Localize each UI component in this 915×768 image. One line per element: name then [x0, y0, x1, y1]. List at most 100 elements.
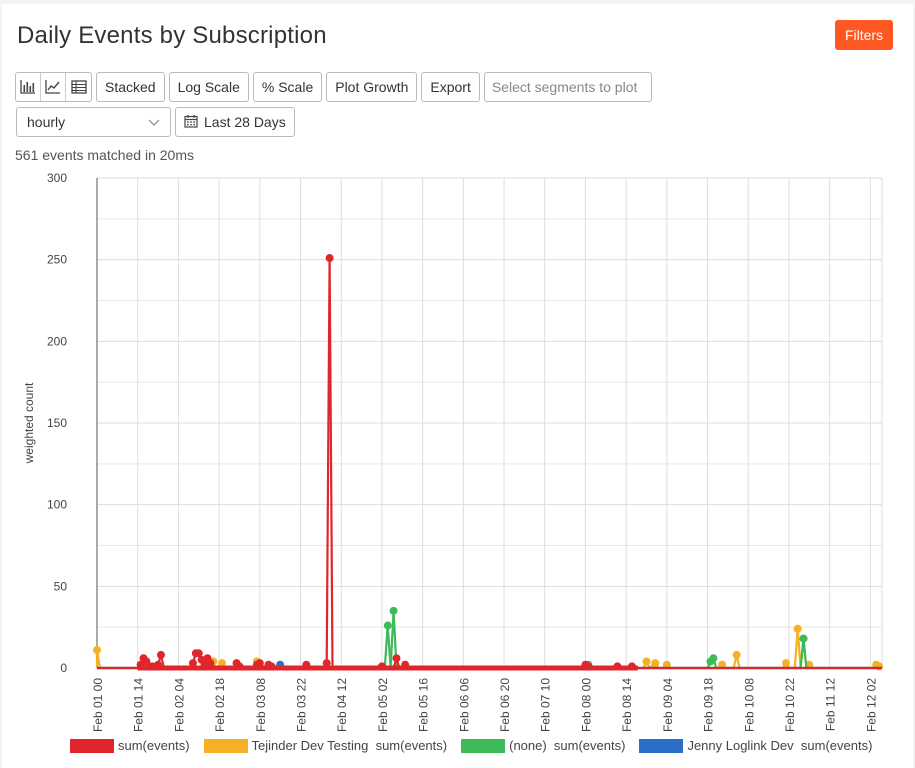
legend-label: (none) sum(events) — [509, 738, 626, 753]
bar-chart-icon[interactable] — [16, 73, 41, 101]
chevron-down-icon — [148, 114, 160, 130]
x-tick-label: Feb 09 18 — [702, 678, 716, 732]
data-point[interactable] — [875, 662, 884, 671]
filters-button[interactable]: Filters — [835, 20, 893, 50]
chart-grid — [96, 177, 883, 669]
data-point[interactable] — [218, 659, 227, 668]
x-tick: Feb 07 10 — [539, 678, 553, 732]
legend-label: Tejinder Dev Testing sum(events) — [251, 738, 448, 753]
table-icon[interactable] — [66, 73, 91, 101]
page-title: Daily Events by Subscription — [17, 22, 327, 49]
segments-input[interactable]: Select segments to plot — [483, 72, 652, 102]
data-point[interactable] — [392, 654, 401, 663]
y-tick-label: 0 — [60, 661, 67, 675]
legend-swatch — [203, 738, 248, 753]
percent-scale-button[interactable]: % Scale — [252, 72, 323, 102]
data-point[interactable] — [194, 649, 203, 658]
chart-series — [93, 254, 884, 671]
data-point[interactable] — [799, 634, 808, 643]
data-point[interactable] — [709, 654, 718, 663]
x-tick-label: Feb 01 14 — [132, 678, 146, 732]
x-tick: Feb 09 04 — [661, 678, 675, 732]
legend-item[interactable]: sum(events) — [70, 738, 190, 753]
data-point[interactable] — [156, 650, 165, 659]
y-tick-label: 250 — [47, 253, 67, 267]
y-axis-label: weighted count — [22, 382, 36, 464]
stacked-button[interactable]: Stacked — [96, 72, 165, 102]
x-tick-label: Feb 03 22 — [295, 678, 309, 732]
legend-item[interactable]: Jenny Loglink Dev sum(events) — [639, 738, 872, 753]
data-point[interactable] — [93, 646, 101, 655]
x-tick: Feb 10 22 — [783, 678, 797, 732]
x-tick-label: Feb 04 12 — [335, 678, 349, 732]
x-tick-label: Feb 05 02 — [376, 678, 390, 732]
x-tick: Feb 01 00 — [91, 678, 105, 732]
x-axis: Feb 01 00 Feb 01 14 Feb 02 04 Feb 02 18 Feb … — [91, 678, 878, 732]
x-tick-label: Feb 10 08 — [742, 678, 756, 732]
legend-swatch — [70, 738, 114, 753]
data-point[interactable] — [732, 650, 741, 659]
x-tick-label: Feb 06 06 — [457, 678, 471, 732]
plot-growth-button[interactable]: Plot Growth — [326, 72, 418, 102]
data-point[interactable] — [662, 660, 671, 669]
x-tick-label: Feb 08 14 — [620, 678, 634, 732]
x-tick-label: Feb 05 16 — [417, 678, 431, 732]
calendar-icon — [184, 114, 198, 131]
legend-item[interactable]: (none) sum(events) — [461, 738, 625, 753]
data-point[interactable] — [255, 659, 264, 668]
x-tick-label: Feb 08 00 — [579, 678, 593, 732]
x-tick-label: Feb 09 04 — [661, 678, 675, 732]
series-sum-events- — [97, 254, 882, 671]
granularity-select[interactable]: hourly — [16, 107, 171, 137]
data-point[interactable] — [782, 659, 791, 668]
export-button[interactable]: Export — [421, 72, 480, 102]
granularity-value: hourly — [27, 114, 66, 130]
data-point[interactable] — [642, 657, 651, 666]
x-tick: Feb 06 06 — [457, 678, 471, 732]
x-tick-label: Feb 03 08 — [254, 678, 268, 732]
x-tick: Feb 11 12 — [824, 678, 838, 731]
data-point[interactable] — [322, 659, 331, 668]
date-range-value: Last 28 Days — [204, 114, 286, 130]
x-tick: Feb 09 18 — [702, 678, 716, 732]
x-tick-label: Feb 10 22 — [783, 678, 797, 732]
legend-swatch — [461, 738, 506, 753]
legend-item[interactable]: Tejinder Dev Testing sum(events) — [203, 738, 448, 753]
x-tick: Feb 05 16 — [417, 678, 431, 732]
x-tick: Feb 01 14 — [132, 678, 146, 732]
data-point[interactable] — [389, 606, 398, 615]
legend-label: Jenny Loglink Dev sum(events) — [687, 738, 873, 753]
data-point[interactable] — [325, 254, 334, 263]
x-tick: Feb 04 12 — [335, 678, 349, 732]
x-tick: Feb 03 08 — [254, 678, 268, 732]
x-tick: Feb 08 14 — [620, 678, 634, 732]
data-point[interactable] — [718, 660, 727, 669]
x-tick-label: Feb 02 18 — [213, 678, 227, 732]
x-tick: Feb 02 04 — [172, 678, 186, 732]
x-tick: Feb 08 00 — [579, 678, 593, 732]
y-tick-label: 150 — [47, 416, 67, 430]
x-tick: Feb 05 02 — [376, 678, 390, 732]
x-tick: Feb 02 18 — [213, 678, 227, 732]
series-line — [97, 257, 882, 670]
log-scale-button[interactable]: Log Scale — [168, 72, 249, 102]
date-range-picker[interactable]: Last 28 Days — [175, 107, 295, 137]
report-card: Daily Events by Subscription Filters — [2, 4, 913, 768]
y-tick-label: 300 — [47, 171, 67, 185]
y-tick-label: 50 — [54, 579, 68, 593]
data-point[interactable] — [383, 621, 392, 630]
chart-type-switcher — [15, 72, 92, 102]
x-tick: Feb 12 02 — [864, 678, 878, 732]
y-axis: 0 50 100 150 200 250 300 — [47, 171, 98, 675]
events-matched-status: 561 events matched in 20ms — [15, 147, 194, 163]
line-chart-icon[interactable] — [41, 73, 66, 101]
data-point[interactable] — [651, 659, 660, 668]
data-point[interactable] — [793, 624, 802, 633]
data-point[interactable] — [188, 659, 197, 668]
chart-legend: sum(events) Tejinder Dev Testing sum(even… — [70, 738, 886, 753]
x-tick: Feb 10 08 — [742, 678, 756, 732]
query-controls: hourly Last 28 Days — [16, 107, 295, 137]
x-tick: Feb 03 22 — [295, 678, 309, 732]
data-point[interactable] — [142, 657, 151, 666]
data-point[interactable] — [206, 659, 215, 668]
